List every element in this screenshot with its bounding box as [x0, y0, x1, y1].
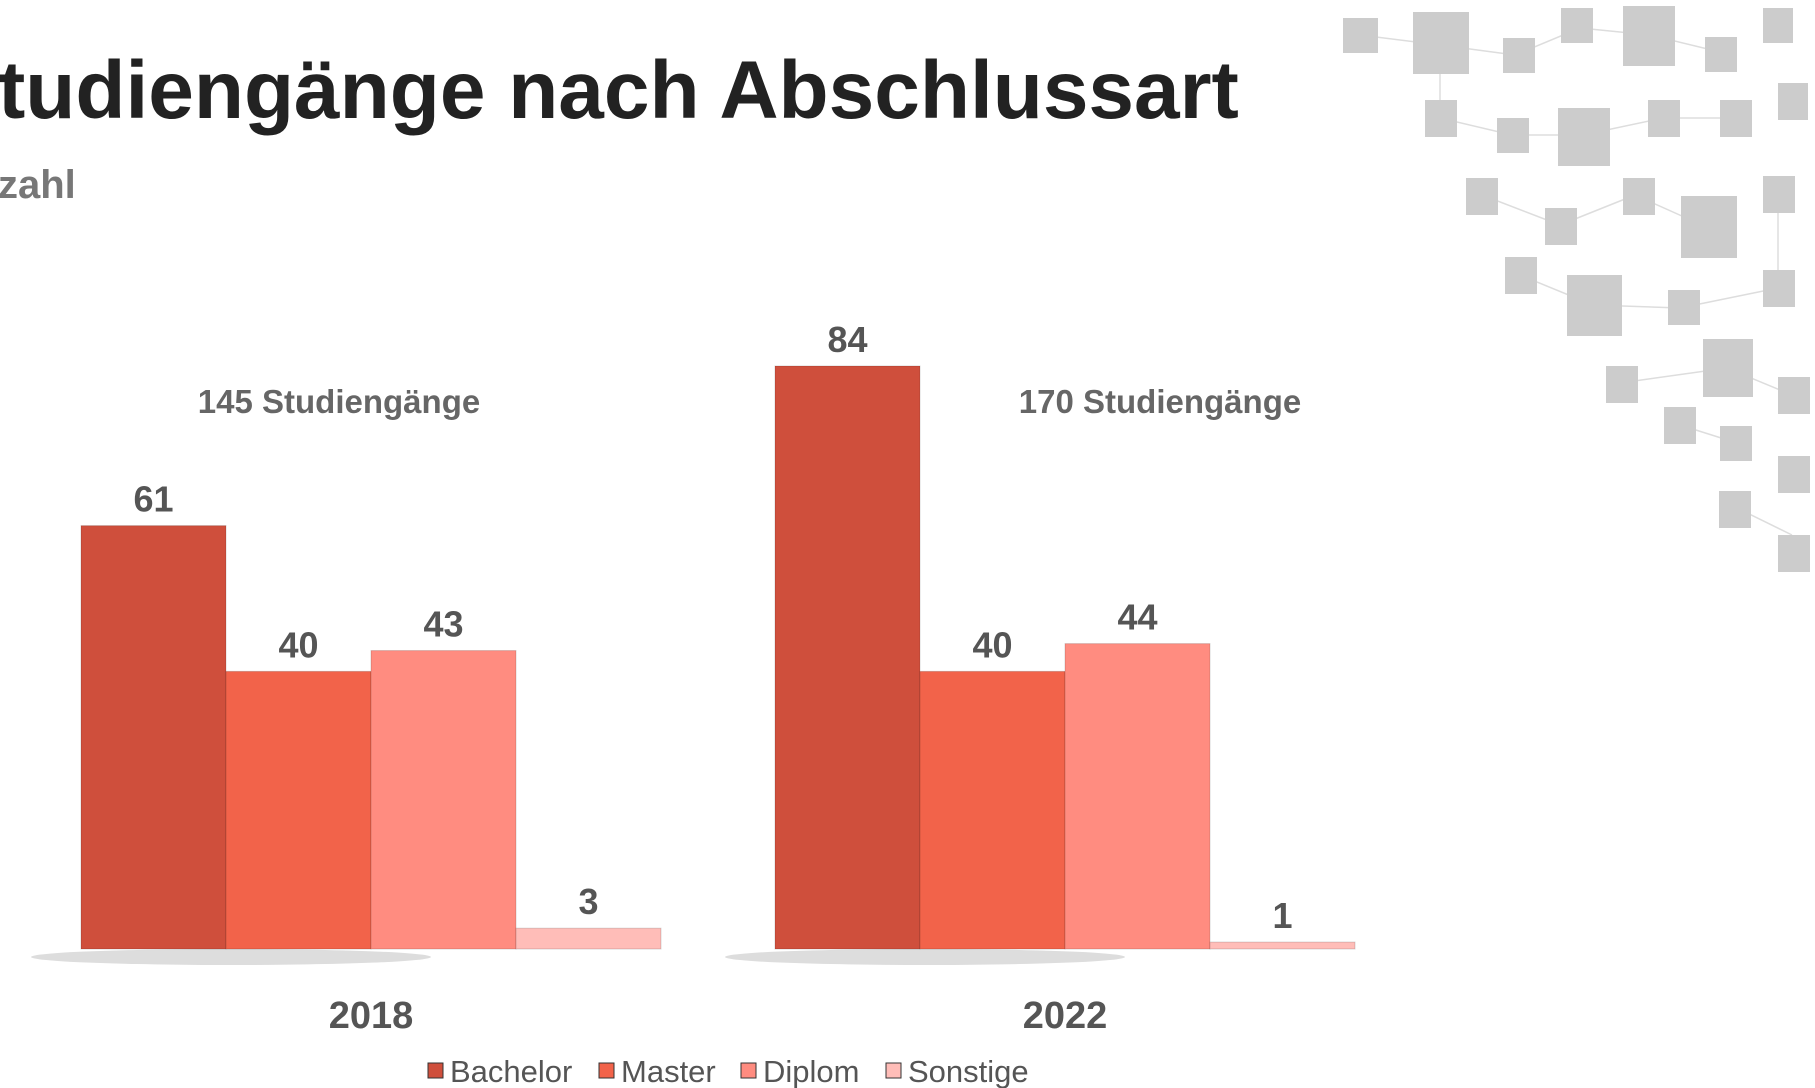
data-label: 3: [578, 881, 598, 922]
data-label: 40: [278, 624, 318, 665]
data-label: 61: [133, 479, 173, 520]
legend-label: Diplom: [763, 1054, 859, 1088]
bar: [515, 927, 662, 950]
bar: [370, 650, 517, 950]
bar: [80, 525, 227, 950]
legend-label: Bachelor: [450, 1054, 572, 1088]
legend-label: Master: [621, 1054, 716, 1088]
legend-swatch: [885, 1062, 902, 1079]
legend-label: Sonstige: [908, 1054, 1029, 1088]
legend-swatch: [740, 1062, 757, 1079]
data-label: 40: [972, 624, 1012, 665]
data-label: 84: [827, 319, 867, 360]
bar: [1064, 643, 1211, 950]
bar: [774, 365, 921, 950]
legend-swatch: [427, 1062, 444, 1079]
data-label: 43: [423, 604, 463, 645]
annotation: 145 Studiengänge: [198, 383, 480, 420]
data-label: 1: [1272, 895, 1292, 936]
x-tick-label: 2022: [1023, 995, 1108, 1037]
legend-swatch: [598, 1062, 615, 1079]
decoration: [1343, 6, 1810, 572]
data-label: 44: [1117, 597, 1157, 638]
x-tick-label: 2018: [329, 995, 414, 1037]
chart-subtitle: zahl: [0, 163, 76, 207]
chart-title: tudiengänge nach Abschlussart: [0, 45, 1239, 136]
shadow: [725, 949, 1125, 965]
bar: [919, 670, 1066, 950]
bar: [225, 670, 372, 950]
bar: [1209, 941, 1356, 950]
shadow: [31, 949, 431, 965]
annotation: 170 Studiengänge: [1019, 383, 1301, 420]
